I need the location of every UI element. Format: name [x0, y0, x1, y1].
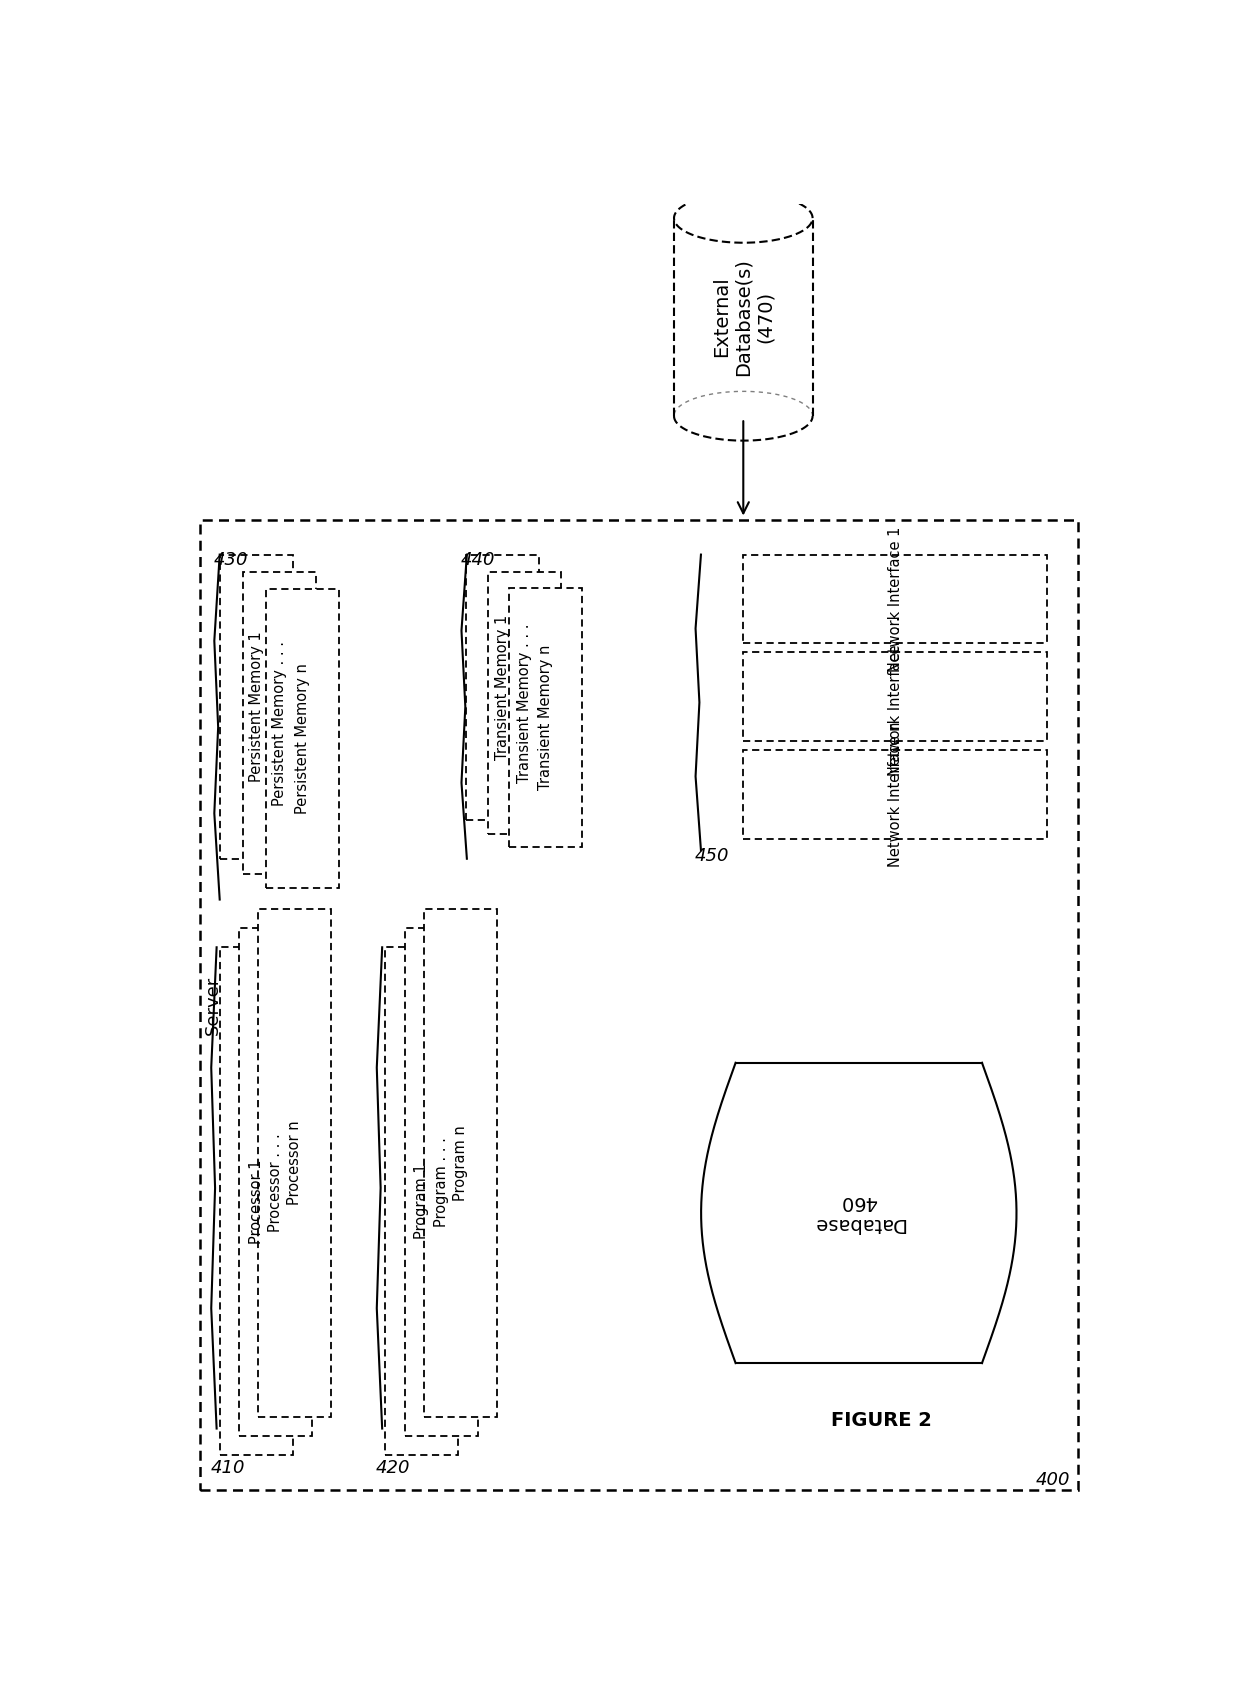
Text: Persistent Memory . . .: Persistent Memory . . . [272, 640, 286, 805]
Bar [466, 555, 539, 820]
Text: Transient Memory 1: Transient Memory 1 [495, 614, 510, 761]
Text: 440: 440 [461, 551, 495, 568]
Text: Network Interface n: Network Interface n [888, 722, 903, 868]
Bar [239, 928, 312, 1436]
Text: 410: 410 [211, 1459, 246, 1477]
Bar [243, 572, 316, 875]
Text: 430: 430 [213, 551, 248, 568]
Bar [743, 751, 1048, 839]
Bar [404, 928, 477, 1436]
Text: Program 1: Program 1 [414, 1164, 429, 1239]
Bar [201, 519, 1079, 1491]
Text: FIGURE 2: FIGURE 2 [832, 1411, 932, 1430]
Bar [510, 587, 583, 848]
Text: Transient Memory n: Transient Memory n [538, 645, 553, 790]
Bar [743, 652, 1048, 740]
Bar [487, 572, 560, 834]
Text: Processor . . .: Processor . . . [268, 1134, 283, 1232]
Text: Program n: Program n [453, 1125, 467, 1202]
Text: 420: 420 [376, 1459, 410, 1477]
Text: Processor 1: Processor 1 [249, 1159, 264, 1244]
Bar [219, 555, 293, 860]
Text: 400: 400 [1037, 1471, 1070, 1489]
Text: Server: Server [203, 975, 222, 1035]
Text: Processor n: Processor n [288, 1120, 303, 1205]
Bar [219, 948, 293, 1455]
Text: Network Interface 1: Network Interface 1 [888, 526, 903, 672]
Text: Transient Memory . . .: Transient Memory . . . [517, 623, 532, 783]
Text: External
Database(s)
(470): External Database(s) (470) [712, 259, 775, 376]
Text: Persistent Memory n: Persistent Memory n [295, 664, 310, 814]
Bar [265, 589, 339, 888]
Text: Database
460: Database 460 [812, 1193, 905, 1234]
Bar [386, 948, 459, 1455]
Bar [743, 555, 1048, 643]
Text: Persistent Memory 1: Persistent Memory 1 [249, 631, 264, 781]
Text: Program . . .: Program . . . [434, 1137, 449, 1227]
Bar [258, 909, 331, 1418]
Text: 450: 450 [694, 848, 729, 865]
Text: Network Interface . . .: Network Interface . . . [888, 616, 903, 776]
Bar [424, 909, 497, 1418]
